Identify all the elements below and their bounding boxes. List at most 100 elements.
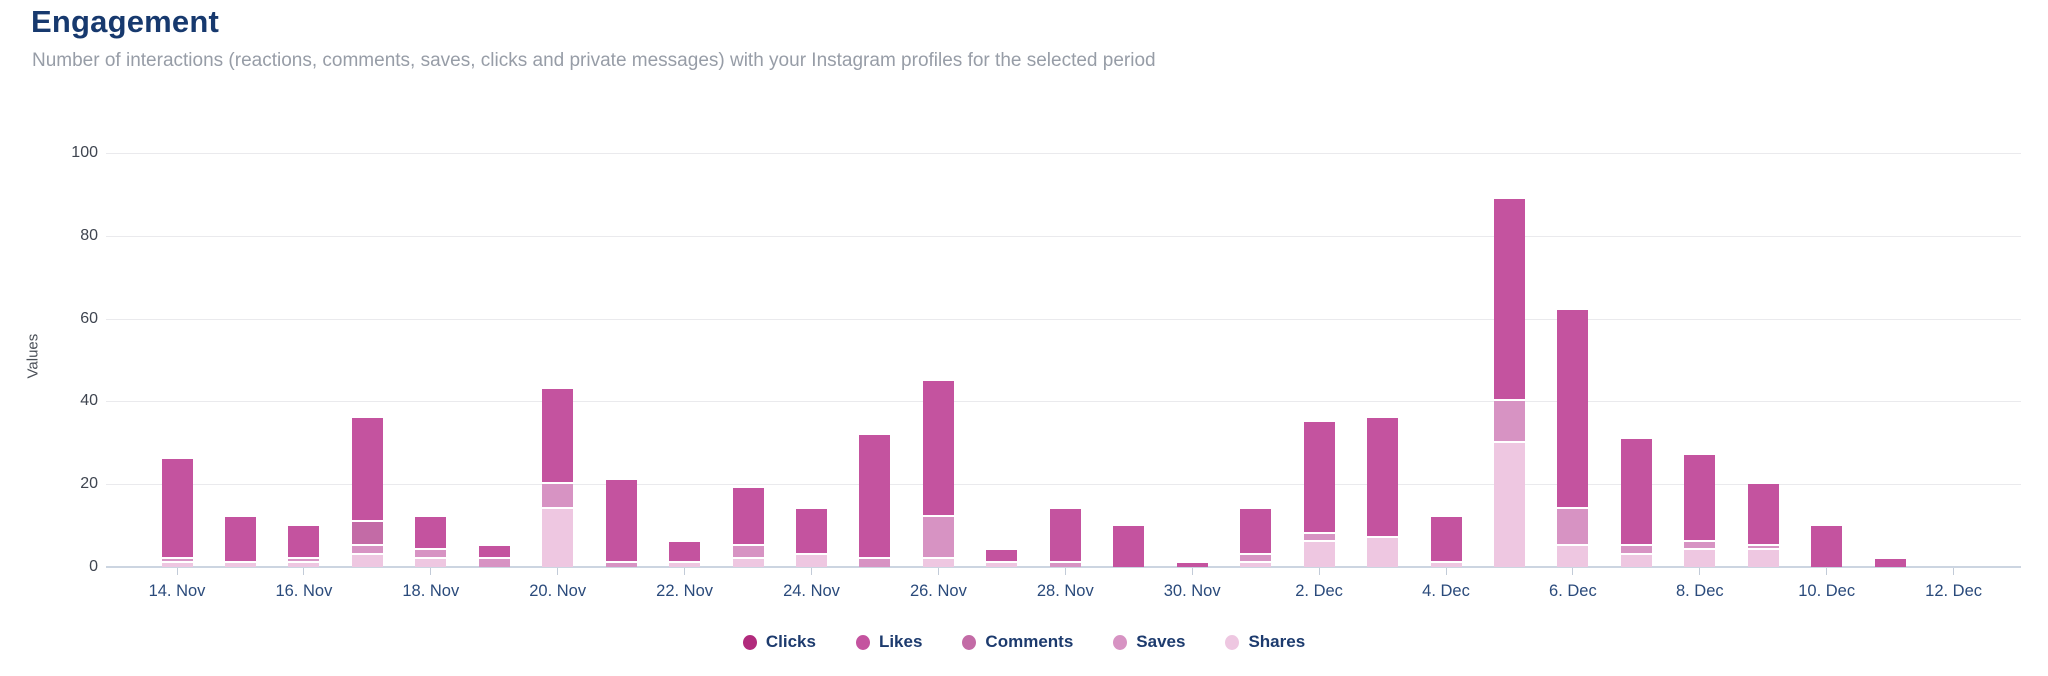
bar-segment-likes[interactable]	[161, 459, 193, 559]
legend-item-shares[interactable]: Shares	[1225, 632, 1305, 652]
bar-segment-shares[interactable]	[1620, 554, 1652, 567]
bar-segment-saves[interactable]	[1303, 533, 1335, 543]
bar-segment-likes[interactable]	[796, 509, 827, 555]
bar-segment-likes[interactable]	[605, 480, 637, 563]
bar-segment-saves[interactable]	[1620, 546, 1652, 555]
bar-segment-likes[interactable]	[1240, 509, 1272, 555]
bar-24-nov[interactable]	[796, 509, 827, 567]
bar-segment-shares[interactable]	[1684, 550, 1716, 567]
bar-segment-shares[interactable]	[1240, 562, 1272, 567]
bar-22-nov[interactable]	[669, 542, 701, 567]
bar-segment-saves[interactable]	[415, 550, 447, 559]
bar-28-nov[interactable]	[1049, 509, 1081, 567]
bar-segment-likes[interactable]	[415, 517, 447, 551]
bar-14-nov[interactable]	[161, 459, 193, 567]
bar-segment-saves[interactable]	[859, 558, 891, 567]
bar-10-dec[interactable]	[1811, 525, 1843, 567]
bar-5-dec[interactable]	[1493, 198, 1525, 567]
bar-segment-likes[interactable]	[732, 488, 764, 547]
bar-30-nov[interactable]	[1176, 562, 1208, 567]
bar-16-nov[interactable]	[288, 525, 320, 567]
bar-segment-likes[interactable]	[1303, 422, 1335, 534]
bar-segment-shares[interactable]	[1367, 538, 1399, 567]
bar-11-dec[interactable]	[1874, 558, 1906, 567]
bar-segment-saves[interactable]	[1493, 401, 1525, 443]
bar-3-dec[interactable]	[1367, 417, 1399, 567]
bar-segment-likes[interactable]	[922, 380, 954, 518]
bar-segment-shares[interactable]	[1493, 442, 1525, 567]
legend-item-likes[interactable]: Likes	[855, 632, 922, 652]
bar-segment-shares[interactable]	[1557, 546, 1589, 567]
bar-segment-likes[interactable]	[1113, 525, 1145, 567]
bar-27-nov[interactable]	[986, 550, 1018, 567]
bar-segment-likes[interactable]	[351, 418, 383, 522]
bar-segment-saves[interactable]	[605, 562, 637, 567]
bar-segment-shares[interactable]	[1430, 562, 1462, 567]
bar-segment-shares[interactable]	[986, 562, 1018, 567]
bar-25-nov[interactable]	[859, 434, 891, 567]
bar-segment-saves[interactable]	[922, 517, 954, 559]
bar-segment-likes[interactable]	[669, 542, 701, 563]
bar-segment-likes[interactable]	[1747, 484, 1779, 547]
legend-item-clicks[interactable]: Clicks	[742, 632, 816, 652]
bar-segment-likes[interactable]	[859, 434, 891, 559]
bar-segment-shares[interactable]	[288, 562, 320, 567]
bar-segment-likes[interactable]	[288, 525, 320, 559]
bar-segment-likes[interactable]	[1811, 525, 1843, 567]
bar-segment-likes[interactable]	[986, 550, 1018, 563]
legend-item-comments[interactable]: Comments	[962, 632, 1073, 652]
bar-20-nov[interactable]	[542, 389, 574, 567]
bar-segment-shares[interactable]	[922, 558, 954, 567]
bar-1-dec[interactable]	[1240, 509, 1272, 567]
bar-17-nov[interactable]	[351, 418, 383, 567]
bar-segment-likes[interactable]	[1367, 417, 1399, 539]
bar-segment-likes[interactable]	[1684, 455, 1716, 543]
bar-23-nov[interactable]	[732, 488, 764, 567]
bar-segment-saves[interactable]	[542, 484, 574, 510]
bar-segment-saves[interactable]	[1557, 509, 1589, 547]
bar-15-nov[interactable]	[224, 517, 256, 567]
bar-segment-likes[interactable]	[1493, 198, 1525, 402]
bar-segment-likes[interactable]	[1430, 517, 1462, 563]
bar-segment-saves[interactable]	[351, 546, 383, 555]
bar-26-nov[interactable]	[922, 380, 954, 567]
bar-4-dec[interactable]	[1430, 517, 1462, 567]
bar-segment-saves[interactable]	[1747, 546, 1779, 551]
bar-segment-shares[interactable]	[351, 554, 383, 567]
bar-segment-shares[interactable]	[415, 558, 447, 567]
legend-item-saves[interactable]: Saves	[1113, 632, 1185, 652]
bar-18-nov[interactable]	[415, 517, 447, 567]
bar-segment-likes[interactable]	[1620, 438, 1652, 547]
bar-9-dec[interactable]	[1747, 484, 1779, 567]
bar-segment-shares[interactable]	[542, 509, 574, 567]
bar-6-dec[interactable]	[1557, 310, 1589, 567]
bar-2-dec[interactable]	[1303, 422, 1335, 567]
bar-segment-shares[interactable]	[796, 554, 827, 567]
bar-segment-saves[interactable]	[478, 558, 510, 567]
bar-segment-comments[interactable]	[351, 521, 383, 547]
bar-segment-likes[interactable]	[542, 389, 574, 485]
bar-segment-likes[interactable]	[1176, 562, 1208, 567]
bar-segment-saves[interactable]	[288, 558, 320, 563]
bar-segment-saves[interactable]	[1240, 554, 1272, 563]
bar-segment-likes[interactable]	[224, 517, 256, 563]
bar-29-nov[interactable]	[1113, 525, 1145, 567]
bar-segment-saves[interactable]	[161, 558, 193, 563]
bar-segment-likes[interactable]	[1049, 509, 1081, 563]
bar-segment-shares[interactable]	[1303, 542, 1335, 567]
bar-segment-shares[interactable]	[1747, 550, 1779, 567]
bar-segment-saves[interactable]	[732, 546, 764, 559]
bar-segment-saves[interactable]	[1684, 542, 1716, 551]
bar-segment-likes[interactable]	[1557, 310, 1589, 510]
bar-segment-shares[interactable]	[669, 562, 701, 567]
bar-7-dec[interactable]	[1620, 438, 1652, 567]
bar-segment-shares[interactable]	[732, 558, 764, 567]
bar-segment-likes[interactable]	[1874, 558, 1906, 567]
bar-19-nov[interactable]	[478, 546, 510, 567]
bar-segment-shares[interactable]	[224, 562, 256, 567]
bar-8-dec[interactable]	[1684, 455, 1716, 567]
bar-segment-saves[interactable]	[1049, 562, 1081, 567]
bar-segment-likes[interactable]	[478, 546, 510, 559]
bar-segment-shares[interactable]	[161, 562, 193, 567]
bar-21-nov[interactable]	[605, 480, 637, 567]
